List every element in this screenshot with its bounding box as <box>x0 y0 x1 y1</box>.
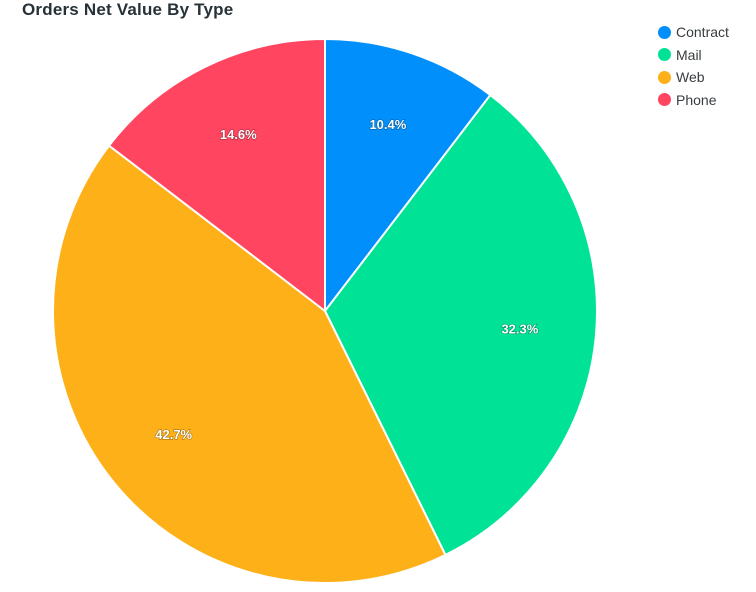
legend-marker-icon <box>658 70 671 84</box>
slice-label-contract: 10.4% <box>369 117 406 132</box>
slice-label-mail: 32.3% <box>501 321 538 336</box>
slice-label-web: 42.7% <box>155 427 192 442</box>
pie-slice-contract[interactable] <box>324 37 492 314</box>
legend-marker-icon <box>658 93 671 107</box>
legend-item-phone[interactable]: Phone <box>658 89 729 112</box>
legend-item-mail[interactable]: Mail <box>658 44 729 67</box>
legend-marker-icon <box>658 25 671 39</box>
chart-title: Orders Net Value By Type <box>22 0 234 19</box>
pie-slices <box>51 37 598 584</box>
legend-label: Mail <box>676 46 702 63</box>
pie-slice-web[interactable] <box>51 144 447 584</box>
pie-slice-phone[interactable] <box>107 37 326 314</box>
legend-item-contract[interactable]: Contract <box>658 21 729 44</box>
pie-slice-labels: 10.4% 32.3% 42.7% 14.6% <box>155 116 540 442</box>
slice-label-phone: 14.6% <box>220 127 257 142</box>
chart-legend: Contract Mail Web Phone <box>658 21 729 111</box>
pie-slice-mail[interactable] <box>323 93 598 557</box>
legend-label: Web <box>676 69 705 86</box>
legend-label: Contract <box>676 24 729 41</box>
legend-label: Phone <box>676 91 717 108</box>
legend-marker-icon <box>658 48 671 62</box>
legend-item-web[interactable]: Web <box>658 66 729 89</box>
